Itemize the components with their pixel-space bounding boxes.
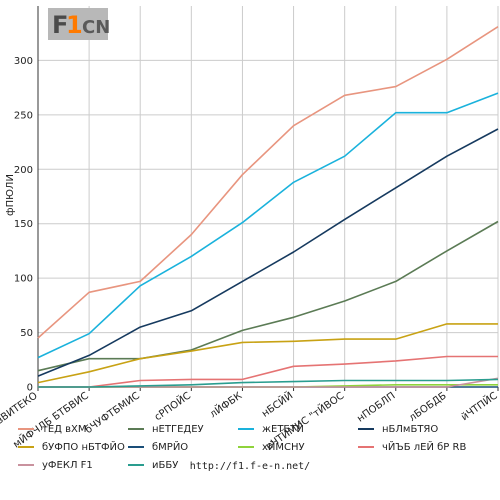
legend-label: хЙМСНУ [262,440,305,453]
legend-item: нЕТГЕДЕУ [128,424,204,435]
svg-text:1: 1 [66,11,83,39]
legend-item: иББУ [128,460,178,471]
y-tick-label: 200 [14,165,33,176]
legend-item: чЙЪБ лЕЙ бР RB [358,440,466,453]
y-tick-label: 300 [14,56,33,67]
svg-text:F: F [52,11,68,39]
series-line-3 [37,92,499,359]
legend: тЕД вХМ нЕТГЕДЕУ жЕТБТЙ нБЛмБТЯО бУФПО нБТФЙ… [18,422,466,471]
y-axis-ticks: 0 50 100 150 200 250 300 [14,56,33,394]
legend-label: бУФПО нБТФЙО [42,440,125,453]
series-line-10 [38,378,499,388]
f1cn-logo: F 1 CN [48,8,110,40]
legend-label: уФЕКЛ F1 [42,460,93,471]
series-lines [37,26,499,388]
series-line-2 [37,220,499,372]
legend-label: иББУ [152,460,178,471]
legend-label: чЙЪБ лЕЙ бР RB [382,440,466,453]
legend-item: нБЛмБТЯО [358,424,438,435]
series-line-8 [38,355,498,388]
footer-url: http://f1.f-e-n.net/ [190,461,310,472]
y-tick-label: 250 [14,110,33,121]
svg-text:CN: CN [82,17,110,38]
legend-item: бУФПО нБТФЙО [18,440,125,453]
y-tick-label: 100 [14,274,33,285]
legend-label: тЕД вХМ [42,424,87,435]
y-tick-label: 50 [20,328,33,339]
y-tick-label: 150 [14,219,33,230]
legend-label: нБЛмБТЯО [382,424,438,435]
series-line-1 [37,26,499,339]
legend-label: нЕТГЕДЕУ [152,424,204,435]
series-line-4 [37,128,499,377]
y-axis-label: фПЮЛИ [5,174,16,216]
legend-item: бМРЙО [128,440,188,453]
legend-item: уФЕКЛ F1 [18,460,93,471]
legend-item: тЕД вХМ [18,424,87,435]
legend-label: бМРЙО [152,440,188,453]
y-tick-label: 0 [27,383,33,394]
legend-label: жЕТБТЙ [262,422,304,435]
series-line-5 [37,323,498,384]
legend-item: жЕТБТЙ [238,422,304,435]
legend-item: хЙМСНУ [238,440,305,453]
